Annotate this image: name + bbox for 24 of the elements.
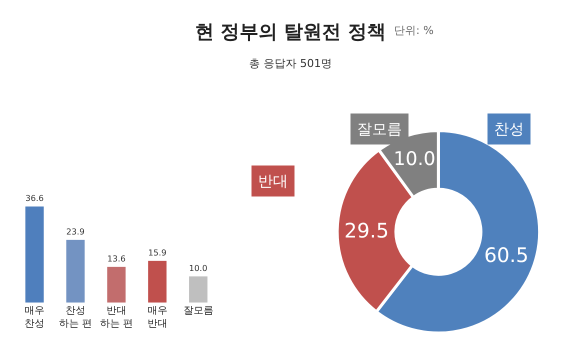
data-label: 29.5 [344,218,389,243]
x-tick-label: 반대 하는 편 [100,306,133,330]
text: 현 정부의 탈원전 정책 [195,21,386,43]
data-label: 15.9 [148,248,167,258]
x-tick-label: 잘모름 [183,306,214,317]
data-label: 23.9 [66,226,85,237]
x-tick-label: 매우 반대 [147,306,168,330]
bar [66,240,85,303]
x-tick-label: 찬성 하는 편 [58,306,92,330]
slice-label: 잘모름 [357,120,402,138]
data-label: 10.0 [393,148,436,170]
chart-subtitle: 총 응답자 501명 [249,57,332,70]
data-label: 60.5 [484,243,529,268]
bar [107,266,126,303]
slice-label: 찬성 [494,120,524,138]
data-label: 10.0 [189,263,208,274]
slice-label: 반대 [258,172,288,190]
bar [189,276,208,303]
x-tick-label: 매우 찬성 [24,306,45,330]
bar [25,206,44,303]
data-label: 36.6 [25,193,44,204]
bar [148,260,167,303]
data-label: 13.6 [107,254,126,264]
text: 단위: % [394,24,434,37]
